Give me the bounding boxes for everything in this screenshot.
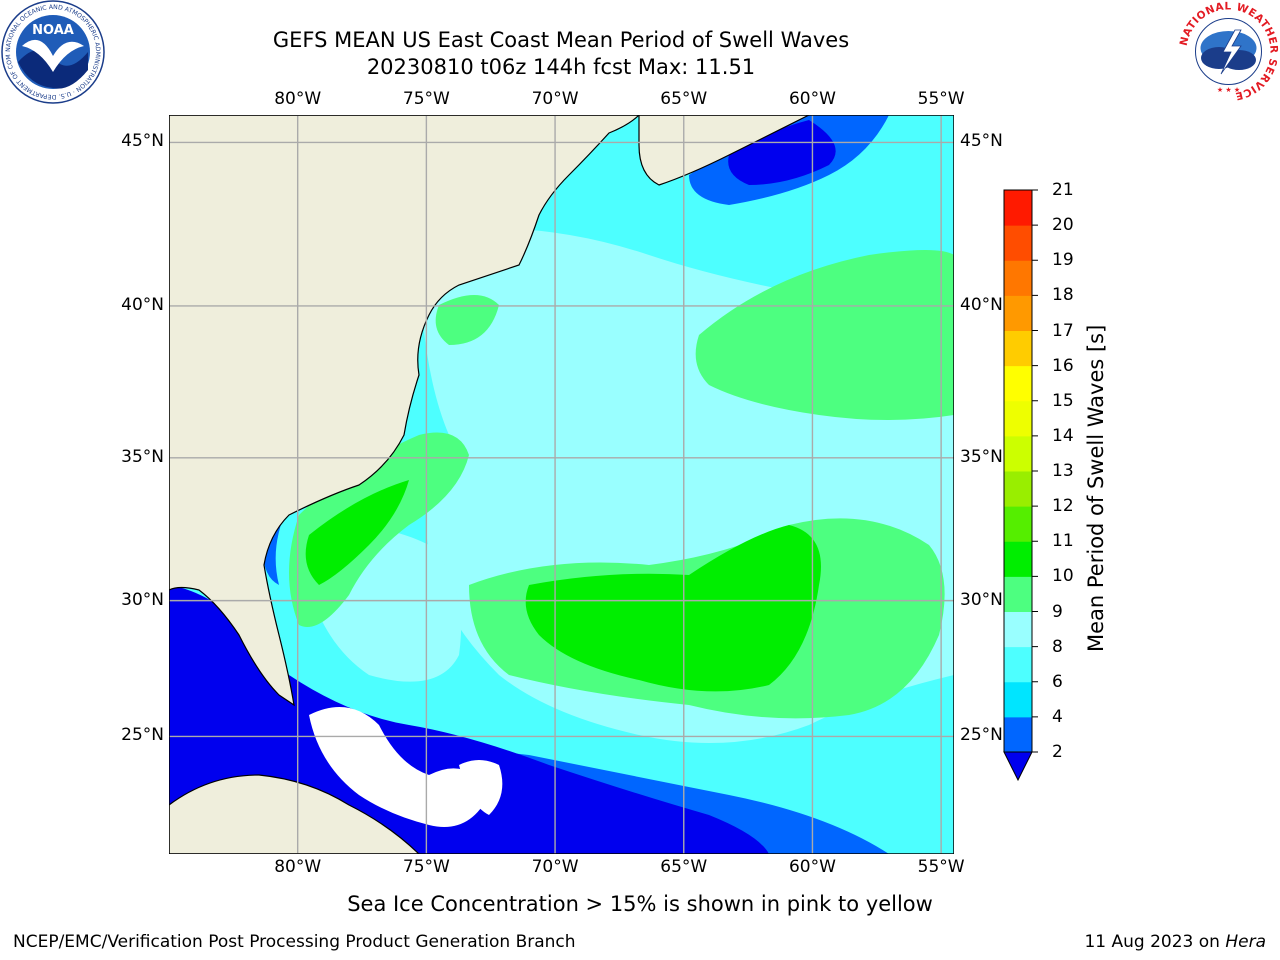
lon-label-bottom: 65°W xyxy=(660,857,708,877)
nws-logo: NATIONAL WEATHER SERVICE ★ ★ ★ xyxy=(1178,0,1279,102)
colorbar-tick-label: 11 xyxy=(1052,531,1074,552)
no-data-islands xyxy=(459,760,503,815)
colorbar-tick-label: 2 xyxy=(1052,742,1063,762)
lon-label-bottom: 80°W xyxy=(274,857,322,877)
lon-label-bottom: 70°W xyxy=(531,857,579,877)
lon-label-bottom: 60°W xyxy=(788,857,836,877)
footer-date-text: 11 Aug 2023 on xyxy=(1084,932,1226,952)
lat-label-left: 35°N xyxy=(121,446,164,467)
footer-host: Hera xyxy=(1225,932,1266,952)
colorbar-tick-label: 20 xyxy=(1052,215,1074,236)
field-9-10s-north xyxy=(695,250,954,420)
colorbar-tick-label: 18 xyxy=(1052,285,1074,306)
colorbar-segment xyxy=(1004,471,1032,507)
colorbar-segment xyxy=(1004,260,1032,296)
sea-ice-note: Sea Ice Concentration > 15% is shown in … xyxy=(0,891,1280,917)
chart-subtitle: 20230810 t06z 144h fcst Max: 11.51 xyxy=(366,55,756,79)
colorbar-segment xyxy=(1004,190,1032,226)
noaa-logo: NATIONAL OCEANIC AND ATMOSPHERIC ADMINIS… xyxy=(0,0,105,104)
lat-label-right: 45°N xyxy=(960,131,1003,152)
land-north-america xyxy=(169,115,640,707)
lat-label-right: 30°N xyxy=(960,589,1003,610)
colorbar-segment xyxy=(1004,716,1032,753)
lon-label-top: 65°W xyxy=(660,89,708,109)
colorbar-segment xyxy=(1004,541,1032,577)
colorbar-segment xyxy=(1004,646,1032,683)
colorbar-segment xyxy=(1004,365,1032,402)
colorbar-under-arrow xyxy=(1003,751,1033,782)
colorbar-tick-label: 16 xyxy=(1052,355,1074,376)
footer-date: 11 Aug 2023 on Hera xyxy=(1084,932,1266,952)
lat-label-left: 45°N xyxy=(121,131,164,152)
footer-producer: NCEP/EMC/Verification Post Processing Pr… xyxy=(13,932,576,952)
land-cuba xyxy=(169,774,420,854)
noaa-logo-text: NOAA xyxy=(32,23,74,38)
colorbar-segment xyxy=(1004,225,1032,261)
swell-period-map xyxy=(169,115,954,854)
colorbar-segment xyxy=(1004,435,1032,472)
colorbar-tick-label: 17 xyxy=(1052,320,1074,341)
lat-label-left: 30°N xyxy=(121,589,164,610)
colorbar-tick-label: 9 xyxy=(1052,601,1063,622)
colorbar-segment xyxy=(1004,576,1032,612)
colorbar xyxy=(1003,189,1038,782)
lat-label-right: 35°N xyxy=(960,446,1003,467)
colorbar-tick-label: 8 xyxy=(1052,636,1063,657)
colorbar-tick-label: 19 xyxy=(1052,250,1074,271)
colorbar-tick-label: 15 xyxy=(1052,390,1074,411)
sea-ice-note-text: Sea Ice Concentration > 15% is shown in … xyxy=(347,892,933,916)
colorbar-tick-label: 12 xyxy=(1052,496,1074,517)
field-under-2s-south xyxy=(169,585,769,854)
colorbar-segment xyxy=(1004,330,1032,367)
colorbar-tick-label: 13 xyxy=(1052,461,1074,481)
land-nova-scotia xyxy=(638,115,810,186)
field-10-11s xyxy=(525,525,821,692)
lon-label-top: 70°W xyxy=(531,89,579,109)
lon-label-bottom: 75°W xyxy=(402,857,450,877)
lat-label-left: 40°N xyxy=(121,294,164,315)
chart-title: GEFS MEAN US East Coast Mean Period of S… xyxy=(272,28,850,52)
lon-label-top: 80°W xyxy=(274,89,322,109)
lat-label-left: 25°N xyxy=(121,725,164,746)
lat-label-right: 40°N xyxy=(960,294,1003,315)
lat-label-right: 25°N xyxy=(960,725,1003,746)
field-10-11s-coast xyxy=(305,480,409,585)
colorbar-segment xyxy=(1004,681,1032,718)
colorbar-segment xyxy=(1004,611,1032,648)
field-under-2s-north xyxy=(728,120,836,185)
lon-label-top: 60°W xyxy=(788,89,836,109)
colorbar-tick-label: 10 xyxy=(1052,566,1074,587)
lon-label-top: 55°W xyxy=(917,89,965,109)
colorbar-label: Mean Period of Swell Waves [s] xyxy=(1084,324,1108,652)
colorbar-segment xyxy=(1004,400,1032,437)
svg-text:★ ★ ★: ★ ★ ★ xyxy=(1217,86,1240,94)
lon-label-top: 75°W xyxy=(402,89,450,109)
colorbar-tick-label: 6 xyxy=(1052,671,1063,692)
lon-label-bottom: 55°W xyxy=(917,857,965,877)
graticule xyxy=(169,115,954,854)
colorbar-tick-label: 14 xyxy=(1052,425,1074,446)
colorbar-tick-label: 21 xyxy=(1052,180,1074,200)
colorbar-segment xyxy=(1004,295,1032,331)
field-9-10s-blob xyxy=(435,295,499,345)
colorbar-segment xyxy=(1004,506,1032,542)
colorbar-tick-label: 4 xyxy=(1052,706,1063,727)
